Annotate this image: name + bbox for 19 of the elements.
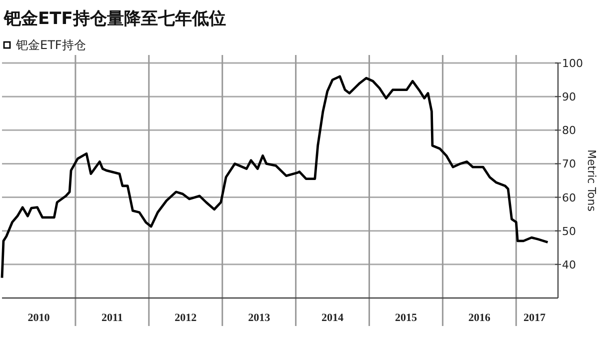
y-tick-label: 100 bbox=[562, 57, 583, 70]
y-axis-title: Metric Tons bbox=[585, 150, 598, 212]
chart-title: 钯金ETF持仓量降至七年低位 bbox=[3, 9, 226, 29]
x-tick-label: 2012 bbox=[174, 312, 198, 324]
x-tick-label: 2017 bbox=[523, 312, 546, 324]
x-tick-label: 2014 bbox=[322, 312, 344, 324]
x-tick-label: 2016 bbox=[468, 312, 491, 324]
y-tick-label: 40 bbox=[562, 258, 576, 272]
x-tick-label: 2013 bbox=[248, 312, 271, 324]
legend-label: 钯金ETF持仓 bbox=[15, 38, 86, 52]
y-tick-label: 50 bbox=[562, 224, 576, 238]
x-tick-label: 2015 bbox=[394, 312, 418, 324]
line-series bbox=[0, 75, 549, 280]
y-tick-label: 60 bbox=[562, 191, 576, 204]
x-tick-label: 2011 bbox=[101, 312, 123, 324]
y-tick-label: 90 bbox=[562, 90, 576, 104]
y-tick-label: 70 bbox=[562, 158, 576, 171]
x-tick-label: 2010 bbox=[28, 312, 50, 324]
y-tick-label: 80 bbox=[562, 124, 576, 138]
